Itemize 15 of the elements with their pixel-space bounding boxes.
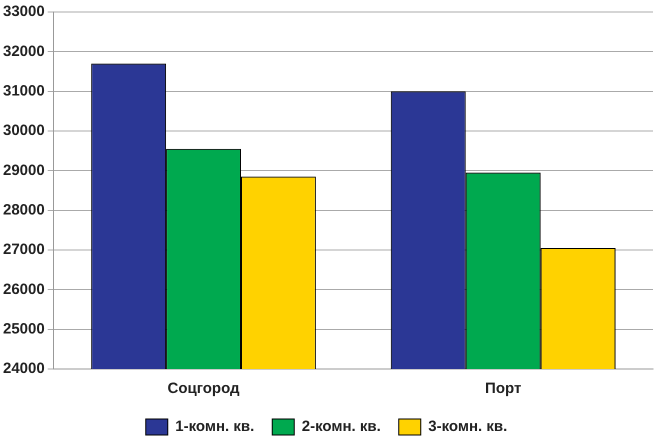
y-tick-label: 32000 <box>2 42 45 60</box>
y-tick-label: 31000 <box>2 82 45 100</box>
legend-label: 3-комн. кв. <box>428 418 508 436</box>
y-tick-label: 26000 <box>2 280 45 298</box>
y-tick-label: 25000 <box>2 320 45 338</box>
y-tick-label: 33000 <box>2 3 45 20</box>
y-tick-label: 24000 <box>2 360 45 378</box>
x-tick-label: Порт <box>485 380 522 398</box>
legend-label: 1-комн. кв. <box>175 418 254 436</box>
x-tick-label: Соцгород <box>167 380 240 398</box>
y-tick-label: 27000 <box>2 241 45 258</box>
y-tick-label: 30000 <box>2 122 45 140</box>
y-tick-label: 28000 <box>2 201 45 218</box>
legend-label: 2-комн. кв. <box>302 418 381 436</box>
y-tick-label: 29000 <box>2 162 45 179</box>
